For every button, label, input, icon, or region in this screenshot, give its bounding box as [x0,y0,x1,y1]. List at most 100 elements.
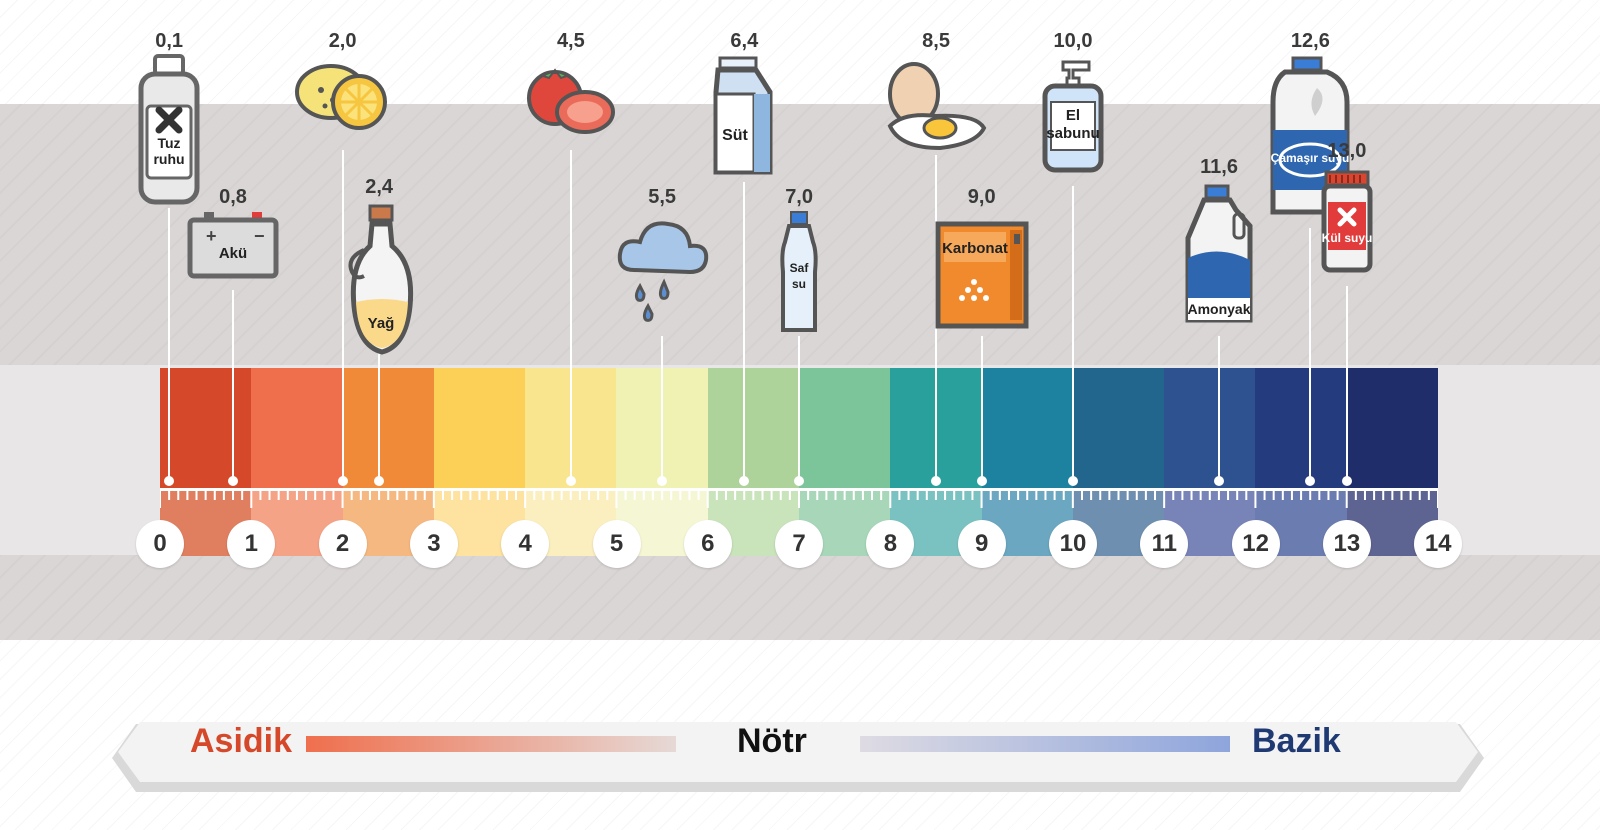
ruler-tick [1017,488,1020,500]
leader-dot [1068,476,1078,486]
ruler-tick [204,488,207,500]
spectrum-cell-6 [707,368,799,488]
ruler-tick [350,488,353,500]
ruler-tick [944,488,947,500]
ruler-tick [1227,488,1230,500]
ruler-tick [597,488,600,500]
milk-carton-icon: Süt [713,56,773,175]
ruler-tick [414,488,417,500]
ruler-tick [560,488,563,500]
ruler-tick [478,488,481,500]
ph-number-1: 1 [227,520,276,568]
svg-text:El: El [1066,107,1080,124]
ruler-tick [323,488,326,500]
ruler-tick [734,488,737,500]
ruler-tick [1172,488,1175,500]
ruler-tick [798,488,800,508]
ruler-tick [232,488,235,500]
water-bottle-icon: Saf su [780,211,818,332]
leader-dot [1305,476,1316,486]
ruler-tick [651,488,654,500]
ruler-tick [834,488,837,500]
spectrum-cell-0 [160,368,252,488]
leader-dot [565,476,576,486]
ruler-tick [359,488,362,500]
leader-line [1345,286,1348,480]
ruler-tick [825,488,828,500]
spectrum-cell-9 [981,368,1073,488]
ruler-tick [980,488,983,508]
ruler-tick [1245,488,1248,500]
ruler-tick [807,488,810,500]
ruler-tick [697,488,700,500]
ph-value-label: 4,5 [556,30,585,52]
ruler-tick [889,488,892,508]
ruler-tick [1163,488,1166,508]
ph-value-label: 2,0 [328,30,357,52]
ph-value-label: 10,0 [1053,30,1093,52]
ruler-tick [861,488,864,500]
ruler-tick [679,488,682,500]
ph-number-7: 7 [775,520,824,568]
ruler-tick [1144,488,1147,500]
ruler-tick [752,488,755,500]
ruler-tick [661,488,664,500]
ruler-tick [1427,488,1430,500]
ruler-tick [578,488,581,500]
svg-text:su: su [792,277,806,291]
ruler-tick [305,488,308,500]
ruler-tick [1208,488,1211,500]
ph-number-3: 3 [409,520,458,568]
car-battery-icon: + − Akü [187,212,279,279]
ruler-tick [241,488,244,500]
ph-number-13: 13 [1322,520,1371,568]
leader-line [798,336,801,480]
ruler-tick [688,488,691,500]
ruler-tick [743,488,746,500]
oil-bottle-icon: Yağ [348,204,414,355]
ruler-tick [341,488,344,508]
ruler-tick [1418,488,1421,500]
ammonia-jug-icon: Amonyak [1185,184,1253,323]
ruler-tick [569,488,572,500]
ruler-tick [706,488,709,508]
ruler-tick [934,488,937,500]
ruler-tick [1126,488,1129,500]
leader-dot [228,476,239,486]
ruler-tick [843,488,846,500]
ruler-tick [1373,488,1376,500]
leader-line [1072,186,1074,480]
spectrum-cell-2 [342,368,434,488]
ruler-tick [542,488,545,500]
spectrum-cell-13 [1346,368,1438,488]
ruler-tick [1190,488,1193,500]
ruler-tick [925,488,928,500]
ruler-tick [250,488,253,508]
ruler-tick [1236,488,1239,500]
svg-text:Yağ: Yağ [368,315,395,332]
leader-dot [337,476,348,486]
ruler-tick [1409,488,1412,500]
ruler-tick [1062,488,1065,500]
ruler-tick [1300,488,1303,500]
lye-jar-icon: Kül suyu [1321,170,1373,273]
ph-value-label: 7,0 [785,186,813,208]
legend: Asidik Nötr Bazik [112,722,1484,794]
ph-value-label: 12,6 [1290,30,1330,52]
ruler-tick [1108,488,1111,500]
ruler-tick [1391,488,1394,500]
ruler-tick [1263,488,1266,500]
ruler-tick [1099,488,1102,500]
ruler-tick [953,488,956,500]
acidic-gradient-bar [306,736,676,752]
ruler-tick [1309,488,1312,500]
ruler-tick [332,488,335,500]
ruler-tick [1382,488,1385,500]
ph-number-12: 12 [1231,520,1280,568]
ph-number-0: 0 [136,520,184,568]
spectrum-cell-12 [1255,368,1347,488]
spectrum-cell-7 [798,368,891,488]
ruler-tick [524,488,527,508]
